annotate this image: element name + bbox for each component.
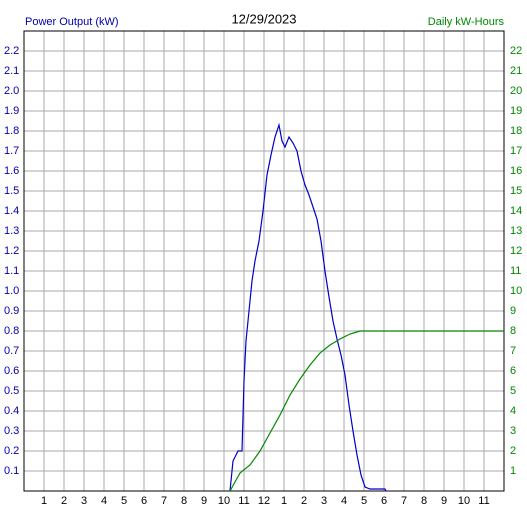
y-tick-label: 0.1 xyxy=(4,465,19,477)
y-tick-label: 0.4 xyxy=(4,405,19,417)
y-tick-label: 0.8 xyxy=(4,325,19,337)
x-tick-label: 4 xyxy=(341,495,347,507)
x-tick-label: 9 xyxy=(201,495,207,507)
y2-tick-label: 6 xyxy=(510,365,516,377)
x-tick-label: 8 xyxy=(181,495,187,507)
y2-tick-label: 8 xyxy=(510,325,516,337)
y-tick-label: 1.4 xyxy=(4,205,19,217)
y-tick-label: 0.6 xyxy=(4,365,19,377)
x-tick-label: 8 xyxy=(421,495,427,507)
x-tick-label: 1 xyxy=(41,495,47,507)
x-tick-label: 1 xyxy=(281,495,287,507)
y-tick-label: 1.1 xyxy=(4,265,19,277)
y-tick-label: 1.8 xyxy=(4,125,19,137)
y2-tick-label: 16 xyxy=(510,165,522,177)
y-tick-label: 2.2 xyxy=(4,45,19,57)
y-tick-label: 0.7 xyxy=(4,345,19,357)
x-tick-label: 5 xyxy=(121,495,127,507)
y-tick-label: 0.5 xyxy=(4,385,19,397)
x-tick-label: 6 xyxy=(381,495,387,507)
y-tick-label: 2.1 xyxy=(4,65,19,77)
series-line xyxy=(229,122,387,492)
x-tick-label: 7 xyxy=(401,495,407,507)
y-tick-label: 1.9 xyxy=(4,105,19,117)
y-tick-label: 1.5 xyxy=(4,185,19,197)
y-tick-label: 1.6 xyxy=(4,165,19,177)
y2-tick-label: 21 xyxy=(510,65,522,77)
right-axis-title: Daily kW-Hours xyxy=(428,16,505,28)
x-tick-label: 11 xyxy=(238,495,249,507)
y2-tick-label: 13 xyxy=(510,225,522,237)
y-tick-label: 2.0 xyxy=(4,85,19,97)
y2-tick-label: 20 xyxy=(510,85,522,97)
y2-tick-label: 22 xyxy=(510,45,522,57)
x-tick-label: 12 xyxy=(258,495,270,507)
y2-tick-label: 7 xyxy=(510,345,516,357)
y2-tick-label: 9 xyxy=(510,305,516,317)
y2-tick-label: 5 xyxy=(510,385,516,397)
y2-tick-label: 11 xyxy=(510,265,521,277)
chart-title: 12/29/2023 xyxy=(231,11,296,26)
y-tick-label: 1.3 xyxy=(4,225,19,237)
y2-tick-label: 15 xyxy=(510,185,522,197)
y2-tick-label: 18 xyxy=(510,125,522,137)
y2-tick-label: 17 xyxy=(510,145,522,157)
x-tick-label: 6 xyxy=(141,495,147,507)
y2-tick-label: 3 xyxy=(510,425,516,437)
x-tick-label: 3 xyxy=(321,495,327,507)
x-tick-label: 2 xyxy=(61,495,67,507)
left-axis-title: Power Output (kW) xyxy=(25,16,119,28)
y-tick-label: 0.9 xyxy=(4,305,19,317)
y2-tick-label: 10 xyxy=(510,285,522,297)
y2-tick-label: 4 xyxy=(510,405,516,417)
y-tick-label: 0.2 xyxy=(4,445,19,457)
y-tick-label: 0.3 xyxy=(4,425,19,437)
y2-tick-label: 1 xyxy=(510,465,516,477)
x-tick-label: 10 xyxy=(218,495,230,507)
y2-tick-label: 19 xyxy=(510,105,522,117)
x-tick-label: 11 xyxy=(478,495,489,507)
x-tick-label: 7 xyxy=(161,495,167,507)
y-tick-label: 1.7 xyxy=(4,145,19,157)
y-tick-label: 1.2 xyxy=(4,245,19,257)
plot-frame xyxy=(23,30,505,492)
x-tick-label: 5 xyxy=(361,495,367,507)
x-tick-label: 10 xyxy=(458,495,470,507)
x-tick-label: 4 xyxy=(101,495,107,507)
x-tick-label: 3 xyxy=(81,495,87,507)
x-tick-label: 9 xyxy=(441,495,447,507)
series-line xyxy=(229,330,504,492)
y2-tick-label: 14 xyxy=(510,205,522,217)
y2-tick-label: 2 xyxy=(510,445,516,457)
x-tick-label: 2 xyxy=(301,495,307,507)
y-tick-label: 1.0 xyxy=(4,285,19,297)
y2-tick-label: 12 xyxy=(510,245,522,257)
